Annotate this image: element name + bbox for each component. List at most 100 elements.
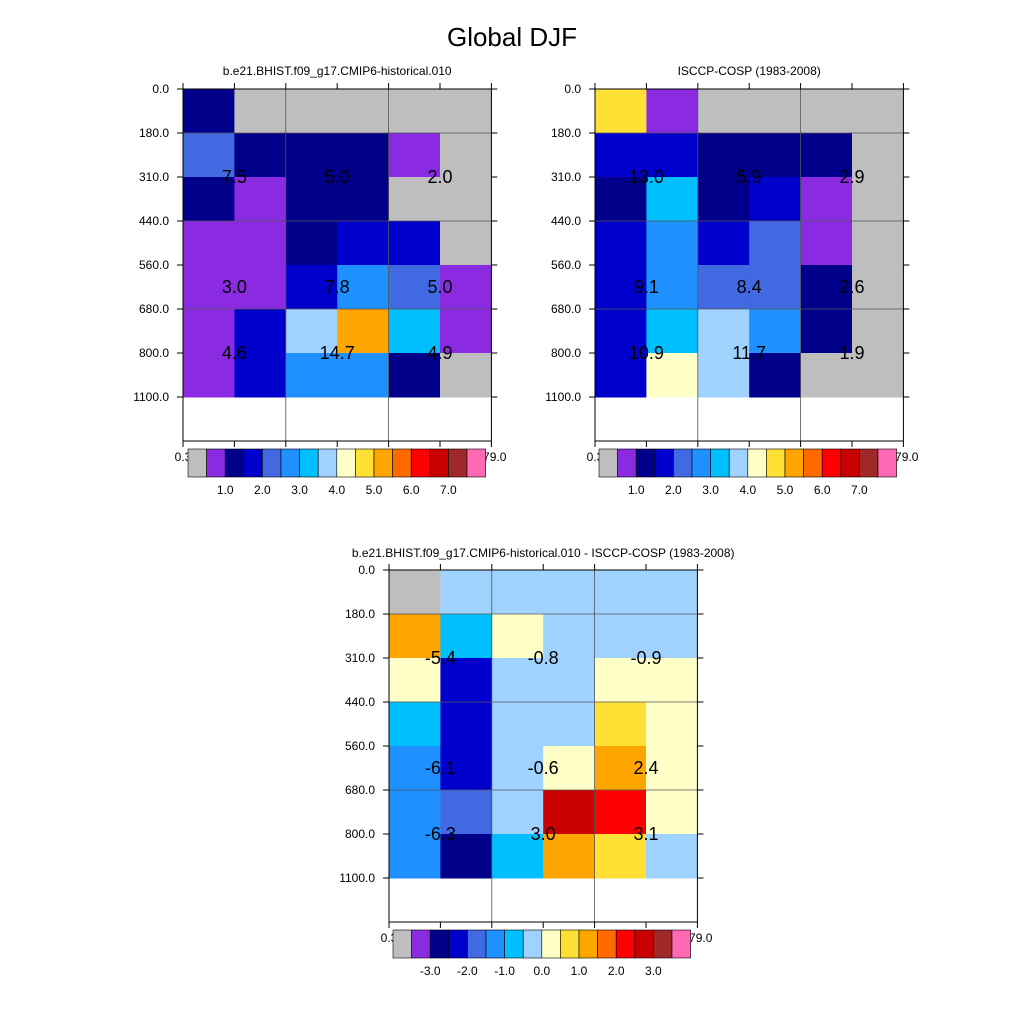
heatmap-cell	[646, 570, 698, 615]
colorbar-label: 1.0	[628, 483, 645, 497]
heatmap-cell	[440, 746, 493, 791]
heatmap-cell	[543, 834, 596, 879]
colorbar-swatch	[224, 448, 245, 478]
heatmap-cell	[594, 790, 647, 835]
heatmap-cell	[491, 746, 544, 791]
heatmap-cell	[337, 309, 390, 354]
heatmap-cell	[440, 353, 492, 398]
colorbar-swatch	[541, 929, 561, 959]
y-tick-label: 0.0	[358, 563, 375, 577]
colorbar-label: 3.0	[291, 483, 308, 497]
heatmap-cell	[389, 570, 441, 615]
heatmap-cell	[749, 89, 802, 134]
colorbar-swatch	[392, 929, 412, 959]
colorbar-swatch	[803, 448, 823, 478]
y-tick-label: 440.0	[345, 695, 375, 709]
colorbar-swatch	[522, 929, 543, 959]
colorbar-label: 1.0	[571, 964, 588, 978]
heatmap-cell	[389, 790, 441, 835]
colorbar-swatch	[691, 448, 711, 478]
heatmap-cell	[646, 177, 699, 222]
heatmap-cell	[337, 221, 390, 266]
colorbar: 1.0 2.0 3.0 4.0 5.0 6.0 7.0	[598, 448, 897, 497]
colorbar-swatch	[634, 929, 654, 959]
heatmap-cell	[800, 177, 853, 222]
heatmap-cell	[183, 221, 235, 266]
heatmap-cell	[491, 570, 544, 615]
block-value-label: 2.6	[839, 277, 864, 297]
heatmap-cell	[543, 570, 596, 615]
block-value-label: 11.7	[732, 343, 766, 363]
colorbar-swatch	[317, 448, 338, 478]
colorbar-swatch	[766, 448, 786, 478]
heatmap-cell	[646, 353, 699, 398]
colorbar-swatch	[243, 448, 263, 478]
block-value-label: -5.4	[425, 648, 456, 668]
colorbar-swatch	[467, 929, 487, 959]
colorbar-label: 3.0	[702, 483, 719, 497]
colorbar-swatch	[821, 448, 842, 478]
colorbar-swatch	[784, 448, 804, 478]
colorbar-swatch	[429, 929, 450, 959]
heatmap-cell	[337, 177, 390, 222]
heatmap-cell	[697, 133, 750, 178]
block-value-label: 13.0	[629, 167, 664, 187]
colorbar-label: -3.0	[420, 964, 441, 978]
heatmap-cell	[749, 353, 802, 398]
colorbar-label: 1.0	[217, 483, 234, 497]
colorbar-swatch	[280, 448, 300, 478]
panel-title: b.e21.BHIST.f09_g17.CMIP6-historical.010…	[352, 546, 735, 560]
colorbar-swatch	[598, 448, 618, 478]
heatmap-cell	[389, 834, 441, 879]
y-tick-label: 1100.0	[545, 390, 581, 404]
heatmap-cell	[491, 790, 544, 835]
heatmap-cell	[440, 790, 493, 835]
heatmap-cell	[388, 133, 441, 178]
heatmap-cell	[749, 265, 802, 310]
heatmap-cell	[388, 221, 441, 266]
heatmap-cell	[183, 133, 235, 178]
x-tick-label: 0.3	[175, 450, 192, 464]
y-tick-label: 560.0	[551, 258, 581, 272]
colorbar-swatch	[710, 448, 730, 478]
heatmap-cell	[285, 177, 338, 222]
block-value-label: -0.9	[630, 648, 661, 668]
colorbar-swatch	[336, 448, 356, 478]
colorbar-swatch	[615, 929, 636, 959]
heatmap-cell	[543, 790, 596, 835]
colorbar: 1.0 2.0 3.0 4.0 5.0 6.0 7.0	[187, 448, 486, 497]
heatmap-cell	[337, 89, 390, 134]
block-value-label: 7.8	[325, 277, 350, 297]
heatmap-cell	[697, 89, 750, 134]
colorbar-label: -1.0	[494, 964, 515, 978]
colorbar-swatch	[504, 929, 524, 959]
heatmap-cell	[389, 658, 441, 703]
colorbar-swatch	[635, 448, 656, 478]
heatmap-cell	[646, 309, 699, 354]
block-value-label: 5.9	[737, 167, 762, 187]
y-tick-label: 0.0	[564, 82, 581, 96]
y-tick-label: 180.0	[551, 126, 581, 140]
heatmap-cell	[491, 834, 544, 879]
block-value-label: 2.4	[633, 758, 658, 778]
colorbar-swatch	[355, 448, 375, 478]
colorbar-label: 6.0	[814, 483, 831, 497]
heatmap-cell	[285, 265, 338, 310]
colorbar-label: 2.0	[665, 483, 682, 497]
y-tick-label: 800.0	[551, 346, 581, 360]
heatmap-cell	[594, 834, 647, 879]
figure-title: Global DJF	[447, 22, 577, 52]
panels: b.e21.BHIST.f09_g17.CMIP6-historical.010…	[133, 64, 919, 978]
y-tick-label: 560.0	[139, 258, 169, 272]
y-tick-label: 680.0	[345, 783, 375, 797]
heatmap-cell	[285, 353, 338, 398]
panel-obs: ISCCP-COSP (1983-2008) 0.0 180.0 310.0 440.0…	[545, 64, 919, 497]
heatmap-cell	[749, 221, 802, 266]
block-value-label: 14.7	[320, 343, 355, 363]
block-value-label: 3.0	[222, 277, 247, 297]
heatmap-cell	[440, 265, 492, 310]
heatmap-cell	[543, 702, 596, 747]
y-tick-label: 440.0	[139, 214, 169, 228]
block-value-label: 8.4	[737, 277, 762, 297]
